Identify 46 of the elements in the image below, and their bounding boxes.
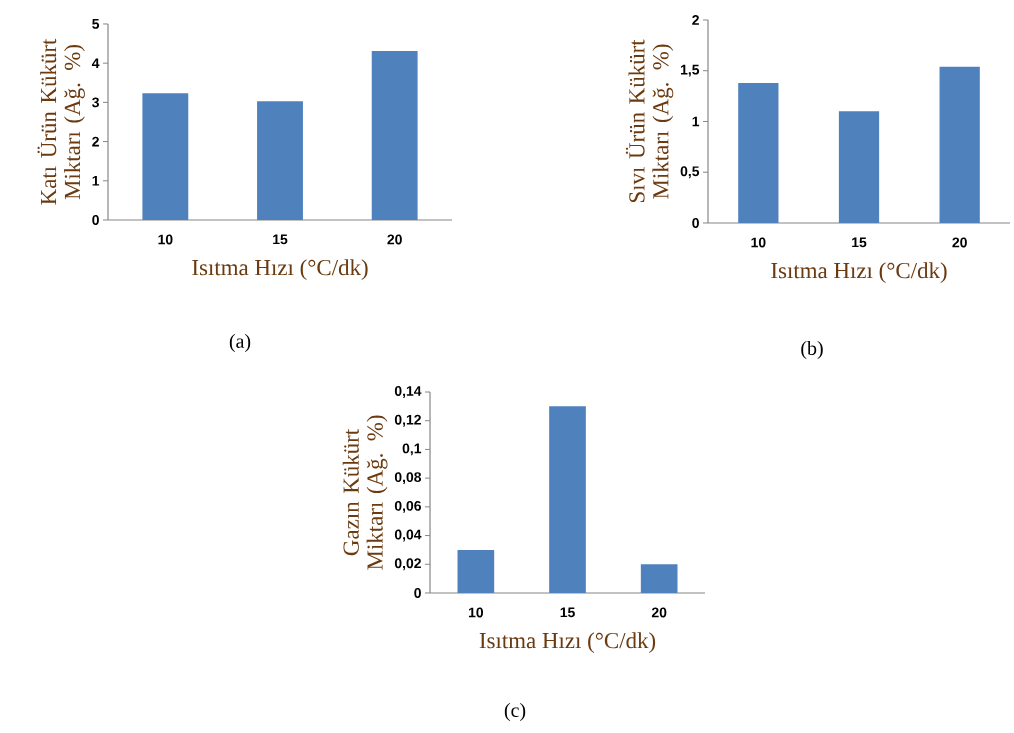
- x-tick-label: 10: [468, 607, 484, 618]
- bar: [457, 549, 495, 593]
- y-axis-title: Gazın Kükürt Miktarı (Ağ. %): [342, 415, 388, 570]
- bar: [640, 564, 678, 593]
- y-tick-label: 0,5: [680, 166, 700, 179]
- y-tick-label: 0,02: [394, 558, 421, 571]
- y-tick-label: 4: [91, 58, 100, 68]
- x-tick-label: 20: [952, 237, 967, 248]
- y-axis-title: Sıvı Ürün Kükürt Miktarı (Ağ. %): [625, 39, 674, 203]
- y-tick-label: 0: [92, 215, 99, 225]
- y-tick-label: 0,1: [402, 443, 422, 456]
- text: (b): [801, 340, 823, 360]
- x-tick-label: 20: [387, 234, 402, 245]
- y-tick-label: 1: [92, 175, 100, 186]
- y-tick-label: 0,04: [394, 529, 422, 542]
- bar: [142, 93, 189, 220]
- y-tick-label: 2: [92, 136, 99, 147]
- x-tick-label: 10: [158, 234, 173, 245]
- y-tick-label: 5: [92, 19, 100, 29]
- x-tick-label: 15: [852, 237, 867, 248]
- y-tick-label: 0,14: [394, 386, 422, 398]
- text: (a): [229, 333, 251, 353]
- x-axis-title: Isıtma Hızı (°C/dk): [479, 632, 656, 653]
- x-tick-label: 15: [560, 607, 575, 618]
- bar: [838, 111, 880, 223]
- y-tick-label: 1,5: [680, 64, 700, 77]
- bar: [371, 51, 418, 220]
- y-tick-label: 2: [692, 15, 699, 25]
- y-tick-label: 3: [92, 97, 99, 108]
- y-axis-title: Katı Ürün Kükürt Miktarı (Ağ. %): [37, 38, 85, 205]
- x-axis-title: Isıtma Hızı (°C/dk): [771, 262, 947, 283]
- text: (c): [504, 702, 526, 722]
- y-tick-label: 0,08: [394, 472, 422, 485]
- x-tick-label: 10: [751, 237, 766, 248]
- bar: [257, 101, 303, 220]
- y-tick-label: 1: [692, 116, 700, 127]
- x-tick-label: 20: [651, 607, 667, 618]
- y-tick-label: 0,06: [394, 500, 421, 513]
- bar: [738, 82, 779, 223]
- bar: [549, 406, 586, 593]
- x-tick-label: 15: [273, 234, 288, 245]
- bar: [939, 66, 980, 223]
- y-tick-label: 0,12: [394, 414, 421, 427]
- y-tick-label: 0: [692, 218, 699, 228]
- x-axis-title: Isıtma Hızı (°C/dk): [192, 259, 368, 280]
- y-tick-label: 0: [414, 588, 421, 598]
